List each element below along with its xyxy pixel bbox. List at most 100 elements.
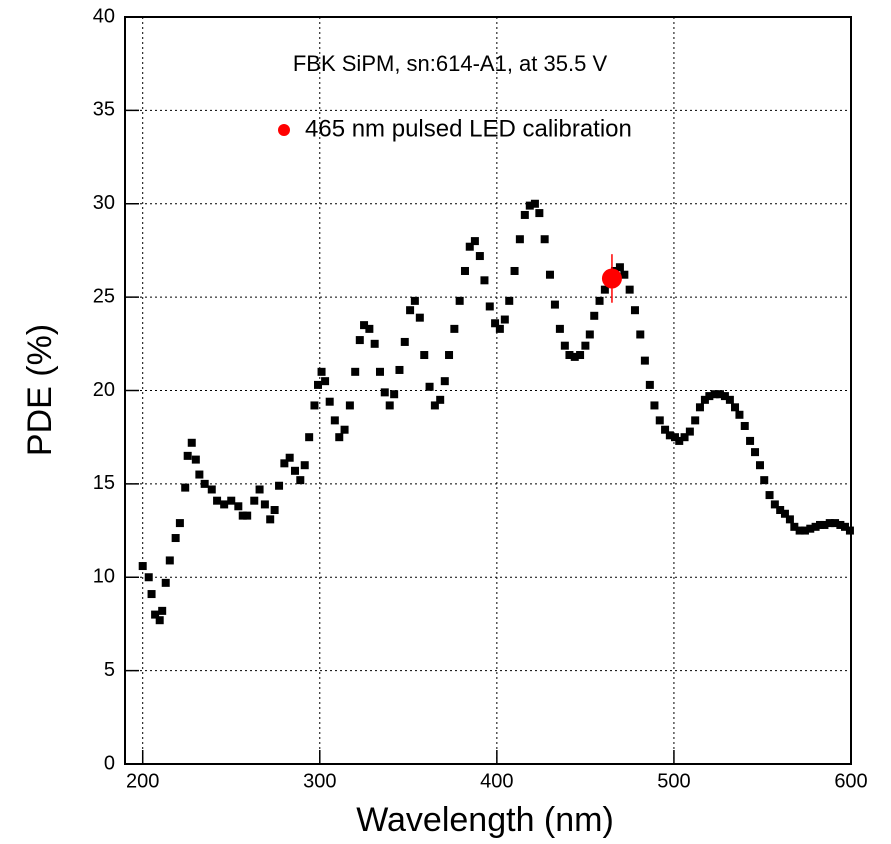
point: [740, 421, 749, 430]
point: [770, 500, 779, 509]
point: [200, 479, 209, 488]
x-tick-label: 200: [126, 770, 159, 792]
point: [700, 395, 709, 404]
point: [820, 520, 829, 529]
point: [430, 401, 439, 410]
point: [147, 590, 156, 599]
point: [480, 276, 489, 285]
point: [415, 313, 424, 322]
point: [615, 263, 624, 272]
point: [725, 395, 734, 404]
y-tick-label: 25: [93, 285, 115, 307]
point: [314, 380, 323, 389]
point: [746, 436, 755, 445]
point: [355, 336, 364, 345]
x-axis-title: Wavelength (nm): [356, 801, 614, 839]
point: [385, 401, 394, 410]
y-tick-label: 40: [93, 5, 115, 27]
point: [296, 476, 305, 485]
point: [505, 296, 514, 305]
point: [625, 285, 634, 294]
point: [545, 270, 554, 279]
point: [290, 466, 299, 475]
y-tick-label: 5: [104, 659, 115, 681]
point: [406, 306, 415, 315]
point: [325, 397, 334, 406]
point: [535, 209, 544, 218]
point: [395, 365, 404, 374]
point: [560, 341, 569, 350]
point: [335, 433, 344, 442]
y-tick-label: 10: [93, 566, 115, 588]
point: [715, 390, 724, 399]
y-axis-title: PDE (%): [21, 324, 59, 456]
point: [360, 321, 369, 330]
point: [705, 392, 714, 401]
point: [600, 285, 609, 294]
point: [765, 491, 774, 500]
point: [183, 451, 192, 460]
point: [780, 509, 789, 518]
point: [305, 433, 314, 442]
point: [151, 610, 160, 619]
point: [731, 403, 740, 412]
point: [620, 270, 629, 279]
point: [755, 461, 764, 470]
point: [227, 496, 236, 505]
point: [530, 199, 539, 208]
point: [581, 341, 590, 350]
point: [550, 300, 559, 309]
point: [800, 526, 809, 535]
point: [831, 519, 840, 528]
point: [144, 573, 153, 582]
point: [540, 235, 549, 244]
point: [751, 448, 760, 457]
point: [760, 476, 769, 485]
point: [650, 401, 659, 410]
point: [520, 210, 529, 219]
point: [321, 377, 330, 386]
y-tick-label: 30: [93, 192, 115, 214]
point: [695, 403, 704, 412]
x-tick-label: 600: [834, 770, 867, 792]
point: [280, 459, 289, 468]
point: [776, 506, 785, 515]
point: [220, 500, 229, 509]
point: [590, 311, 599, 320]
point: [825, 519, 834, 528]
point: [840, 522, 849, 531]
point: [675, 436, 684, 445]
annotation: FBK SiPM, sn:614-A1, at 35.5 V: [293, 51, 608, 76]
x-tick-label: 300: [303, 770, 336, 792]
point: [300, 461, 309, 470]
point: [175, 519, 184, 528]
point: [465, 242, 474, 251]
point: [685, 427, 694, 436]
point: [351, 367, 360, 376]
point: [260, 500, 269, 509]
point: [811, 522, 820, 531]
point: [191, 455, 200, 464]
point: [785, 515, 794, 524]
y-tick-label: 0: [104, 752, 115, 774]
point: [691, 416, 700, 425]
point: [243, 511, 252, 520]
point: [270, 506, 279, 515]
point: [640, 356, 649, 365]
point: [525, 201, 534, 210]
point: [495, 324, 504, 333]
point: [187, 438, 196, 447]
point: [207, 485, 216, 494]
point: [816, 520, 825, 529]
point: [165, 556, 174, 565]
point: [310, 401, 319, 410]
point: [410, 296, 419, 305]
point: [436, 395, 445, 404]
point: [595, 296, 604, 305]
point: [450, 324, 459, 333]
point: [510, 266, 519, 275]
point: [735, 410, 744, 419]
point: [570, 352, 579, 361]
point: [790, 522, 799, 531]
point: [158, 606, 167, 615]
